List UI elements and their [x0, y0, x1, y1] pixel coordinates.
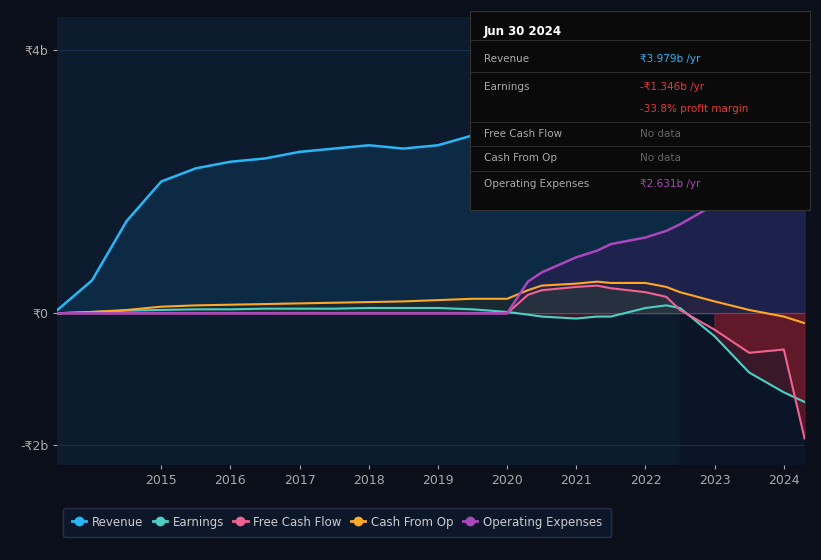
Text: Revenue: Revenue — [484, 54, 529, 64]
Text: Jun 30 2024: Jun 30 2024 — [484, 25, 562, 38]
Bar — [680, 17, 805, 465]
Text: -₹1.346b /yr: -₹1.346b /yr — [640, 82, 704, 92]
Text: No data: No data — [640, 129, 681, 139]
Text: ₹2.631b /yr: ₹2.631b /yr — [640, 179, 700, 189]
Text: No data: No data — [640, 153, 681, 164]
Legend: Revenue, Earnings, Free Cash Flow, Cash From Op, Operating Expenses: Revenue, Earnings, Free Cash Flow, Cash … — [63, 508, 611, 537]
Text: -33.8% profit margin: -33.8% profit margin — [640, 104, 749, 114]
Text: Free Cash Flow: Free Cash Flow — [484, 129, 562, 139]
Text: Cash From Op: Cash From Op — [484, 153, 557, 164]
Text: ₹3.979b /yr: ₹3.979b /yr — [640, 54, 700, 64]
Text: Earnings: Earnings — [484, 82, 530, 92]
Text: Operating Expenses: Operating Expenses — [484, 179, 589, 189]
